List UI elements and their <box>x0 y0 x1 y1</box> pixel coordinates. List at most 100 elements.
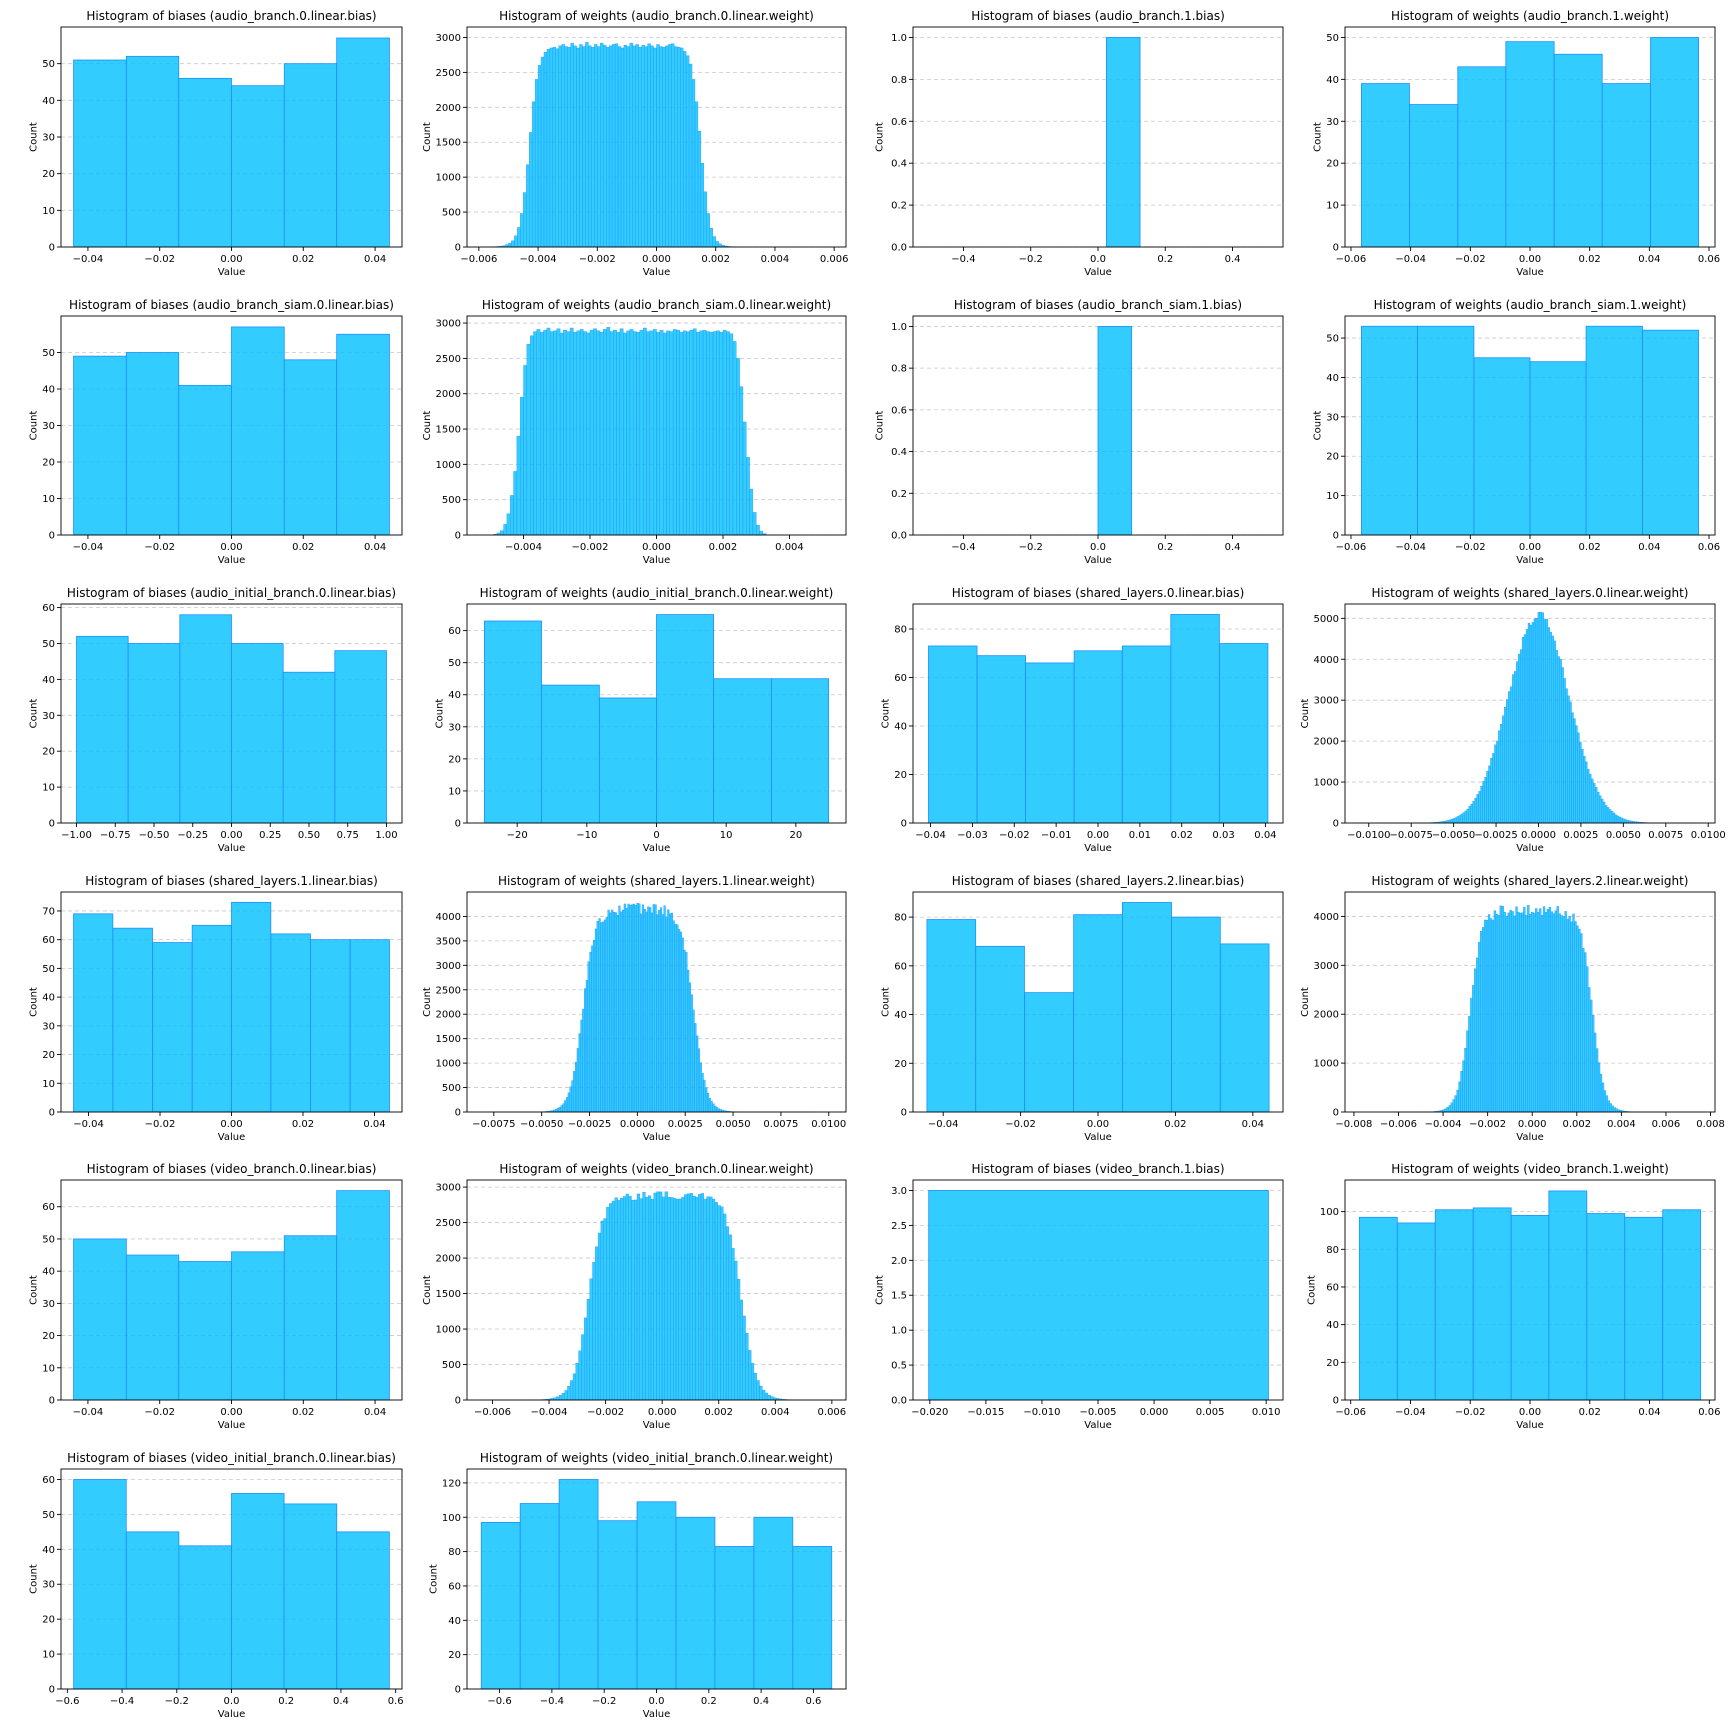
histogram-bar <box>1466 1030 1469 1113</box>
histogram-bar <box>629 42 633 248</box>
y-axis-label: Count <box>435 699 446 729</box>
x-tick-label: 0.00 <box>220 542 242 553</box>
x-tick-label: −0.002 <box>572 542 609 553</box>
histogram-bar <box>668 913 672 1113</box>
histogram-bar <box>717 1205 721 1401</box>
histogram-bar <box>514 235 518 248</box>
histogram-bar <box>656 44 660 248</box>
histogram-bar <box>712 236 716 248</box>
histogram-bar <box>1024 992 1075 1113</box>
y-tick-label: 30 <box>1326 412 1339 423</box>
histogram-bar <box>1570 921 1573 1113</box>
histogram-bar <box>609 912 612 1113</box>
x-tick-label: 1.00 <box>375 830 397 841</box>
y-tick-label: 60 <box>448 1581 461 1592</box>
histogram-panel: −0.06 −0.04 −0.02 0.00 0.02 0.04 0.06 0 20 40 60 80… <box>1306 1162 1720 1431</box>
histogram-bar <box>540 56 545 248</box>
histogram-bar <box>706 1092 710 1113</box>
histogram-bar <box>582 1008 585 1113</box>
x-tick-label: −0.2 <box>1019 542 1043 553</box>
histogram-bar <box>620 911 623 1113</box>
histogram-bar <box>742 1315 746 1401</box>
histogram-bar <box>600 922 603 1113</box>
histogram-bar <box>613 329 617 536</box>
histogram-bar <box>706 1196 710 1401</box>
x-tick-label: 0.02 <box>292 1407 314 1418</box>
y-tick-label: 70 <box>42 906 55 917</box>
histogram-bar <box>632 45 636 248</box>
y-tick-label: 40 <box>42 993 55 1004</box>
y-tick-label: 500 <box>442 495 461 506</box>
y-tick-label: 2500 <box>436 354 461 365</box>
histogram-bar <box>573 1070 576 1113</box>
histogram-bar <box>1487 914 1491 1113</box>
y-tick-label: 40 <box>42 385 55 396</box>
histogram-bar <box>1106 37 1141 248</box>
histogram-bar <box>1456 816 1460 824</box>
histogram-bar <box>589 952 592 1113</box>
x-axis-label: Value <box>1516 1420 1543 1431</box>
y-tick-label: 0.2 <box>891 489 907 500</box>
histogram-bar <box>1434 1209 1474 1401</box>
x-tick-label: −0.005 <box>1079 1407 1116 1418</box>
histogram-bar <box>650 912 654 1113</box>
histogram-bar <box>73 913 114 1113</box>
histogram-bar <box>688 63 693 248</box>
y-tick-label: 50 <box>42 59 55 70</box>
x-tick-label: 0.00 <box>220 1407 242 1418</box>
x-tick-label: 0.0025 <box>1563 830 1598 841</box>
x-tick-label: 0.00 <box>220 254 242 265</box>
y-tick-label: 0 <box>1333 819 1339 830</box>
histogram-bar <box>667 909 670 1113</box>
histogram-bar <box>484 620 542 824</box>
x-tick-label: −0.04 <box>1395 1407 1426 1418</box>
histogram-bar <box>283 1503 338 1690</box>
histogram-bar <box>506 513 511 536</box>
x-tick-label: −0.4 <box>951 254 975 265</box>
histogram-bar <box>692 1009 695 1113</box>
histogram-bar <box>679 332 684 536</box>
histogram-bar <box>1497 915 1501 1113</box>
y-tick-label: 0 <box>455 819 461 830</box>
x-axis-label: Value <box>643 1709 670 1720</box>
chart-title: Histogram of weights (video_branch.1.wei… <box>1391 1162 1669 1176</box>
histogram-bar <box>602 921 605 1113</box>
histogram-bar <box>1590 999 1593 1113</box>
histogram-bar <box>676 924 679 1113</box>
histogram-bar <box>614 912 617 1113</box>
histogram-bar <box>1595 787 1598 824</box>
histogram-bar <box>623 44 628 248</box>
x-tick-label: −0.50 <box>139 830 170 841</box>
histogram-bar <box>595 1246 599 1401</box>
histogram-bar <box>603 1218 607 1401</box>
histogram-bar <box>1533 618 1537 824</box>
histogram-bar <box>559 332 564 536</box>
histogram-bar <box>1586 966 1589 1113</box>
histogram-bar <box>564 1100 567 1113</box>
histogram-bar <box>582 46 586 248</box>
histogram-bar <box>1121 902 1172 1113</box>
histogram-bar <box>713 678 772 824</box>
y-tick-label: 50 <box>1326 33 1339 44</box>
histogram-bar <box>1472 984 1475 1113</box>
histogram-bar <box>1466 808 1469 824</box>
histogram-bar <box>664 1191 668 1401</box>
histogram-bar <box>749 488 754 536</box>
x-axis-label: Value <box>218 555 245 566</box>
histogram-bar <box>73 355 127 536</box>
y-tick-label: 3000 <box>436 319 461 330</box>
histogram-bar <box>563 329 567 536</box>
histogram-bar <box>511 240 515 248</box>
histogram-bar <box>645 911 648 1113</box>
histogram-bar <box>1476 794 1479 824</box>
y-tick-label: 3000 <box>1314 961 1339 972</box>
histogram-bar <box>1562 916 1565 1113</box>
histogram-bar <box>523 365 528 536</box>
histogram-bar <box>732 341 737 536</box>
histogram-bar <box>1504 707 1507 824</box>
y-tick-label: 30 <box>42 1580 55 1591</box>
y-tick-label: 60 <box>42 603 55 614</box>
histogram-bar <box>623 332 627 536</box>
y-tick-label: 120 <box>442 1478 461 1489</box>
histogram-bar <box>600 1220 604 1401</box>
